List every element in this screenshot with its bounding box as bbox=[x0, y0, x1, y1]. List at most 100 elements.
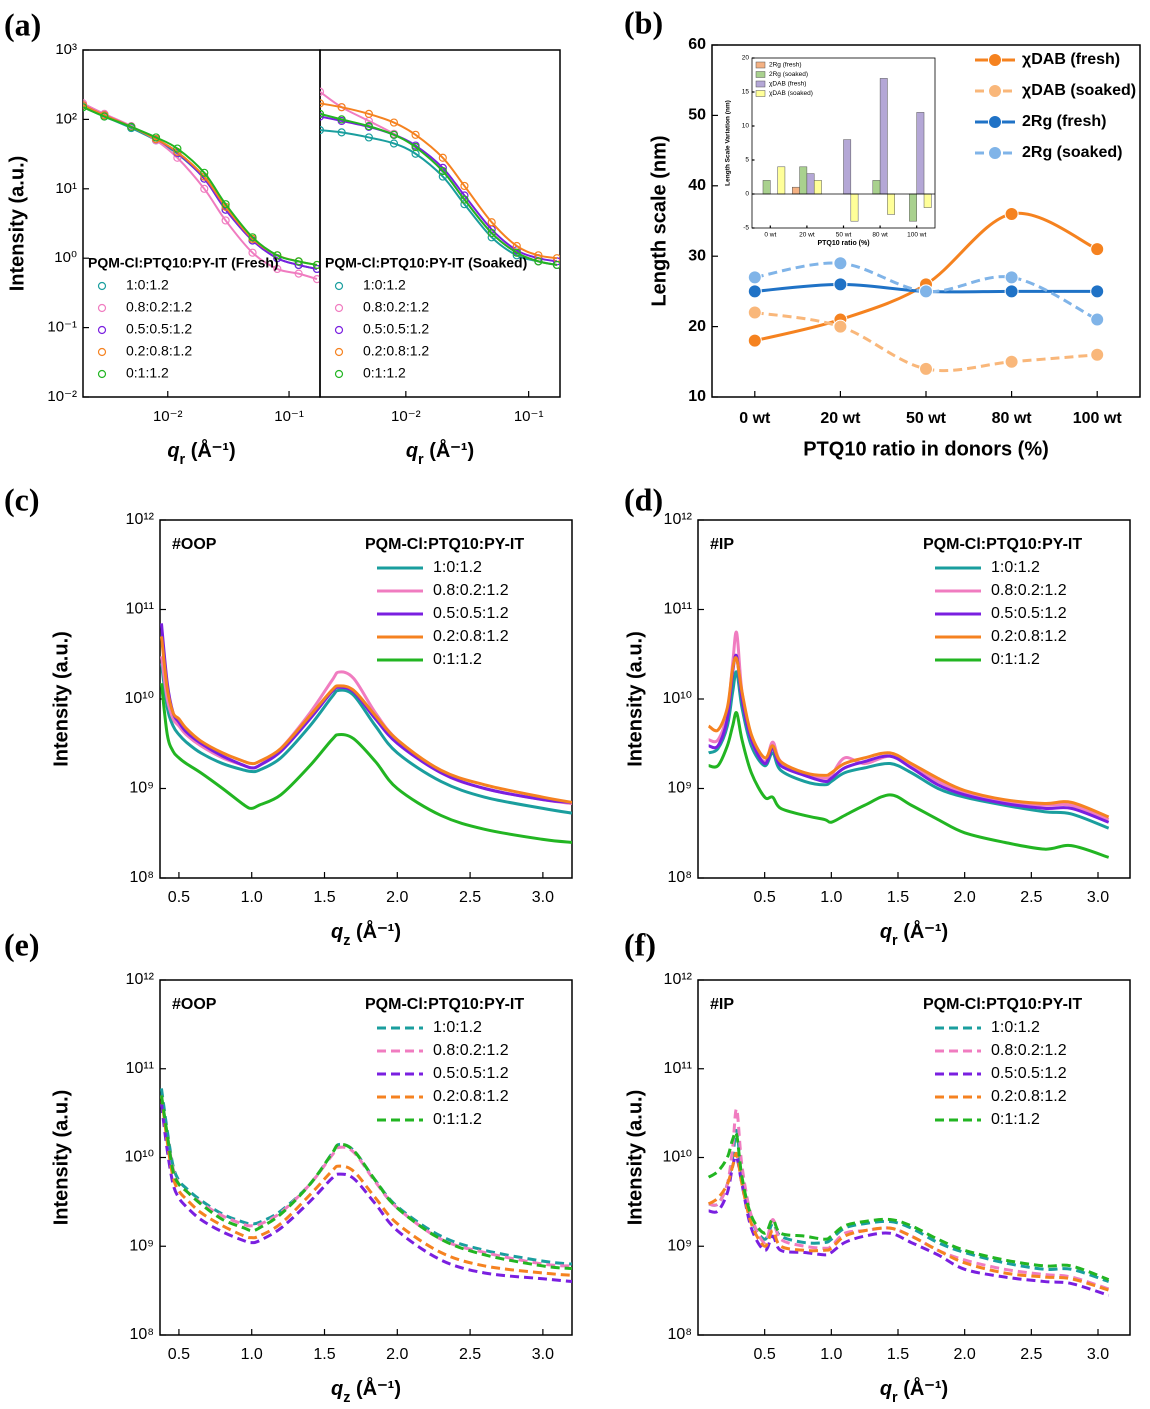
data-point bbox=[487, 228, 496, 238]
x-tick-label: 2.0 bbox=[386, 889, 408, 906]
y-tick-label: 10¹² bbox=[664, 511, 693, 528]
x-tick-label: 2.0 bbox=[386, 1346, 408, 1363]
y-tick-label: 40 bbox=[688, 177, 706, 194]
plot-area bbox=[160, 1088, 572, 1284]
legend-title: PQM-Cl:PTQ10:PY-IT bbox=[365, 536, 524, 553]
data-point bbox=[221, 216, 230, 225]
axis-label-part: (Å⁻¹) bbox=[898, 919, 949, 943]
y-tick-label: 10 bbox=[688, 388, 706, 405]
legend-marker bbox=[988, 146, 1002, 160]
bar bbox=[777, 166, 786, 195]
x-tick-label: 10⁻² bbox=[153, 408, 183, 425]
legend-label: 2Rg (fresh) bbox=[769, 62, 802, 69]
x-tick-label: 100 wt bbox=[1073, 410, 1123, 427]
data-line bbox=[160, 636, 572, 804]
legend-label: 0.5:0.5:1.2 bbox=[433, 605, 509, 622]
legend-label: 1:0:1.2 bbox=[433, 1019, 482, 1036]
legend-swatch bbox=[755, 61, 766, 69]
x-tick-label: 100 wt bbox=[907, 232, 926, 239]
plot-area bbox=[83, 99, 320, 284]
data-point bbox=[512, 248, 521, 257]
x-tick-label: 80 wt bbox=[872, 232, 888, 239]
y-tick-label: 50 bbox=[688, 107, 706, 124]
y-tick-label: 10¹⁰ bbox=[124, 1149, 154, 1166]
panel-label: (c) bbox=[4, 481, 40, 517]
legend-label: 0.5:0.5:1.2 bbox=[433, 1065, 509, 1082]
axis-label: Intensity (a.u.) bbox=[6, 156, 28, 292]
y-tick-label: 10⁹ bbox=[667, 1237, 692, 1254]
data-point bbox=[273, 251, 282, 260]
data-line bbox=[754, 261, 1098, 321]
data-line bbox=[707, 656, 1110, 819]
legend-label: 0.8:0.2:1.2 bbox=[433, 1042, 509, 1059]
y-tick-label: 10¹⁰ bbox=[662, 1149, 692, 1166]
legend-label: 0:1:1.2 bbox=[363, 365, 406, 381]
data-point bbox=[1004, 270, 1019, 285]
plot-area bbox=[752, 78, 935, 222]
legend-label: 0.5:0.5:1.2 bbox=[991, 605, 1067, 622]
data-point bbox=[173, 144, 182, 153]
legend-label: 0.2:0.8:1.2 bbox=[126, 343, 192, 359]
data-line bbox=[160, 1095, 572, 1271]
bar bbox=[799, 166, 808, 195]
legend-marker bbox=[97, 325, 107, 335]
legend-marker bbox=[334, 325, 344, 335]
annotation: #IP bbox=[710, 536, 734, 553]
legend-label: 2Rg (soaked) bbox=[769, 71, 808, 78]
x-tick-label: 2.5 bbox=[459, 1346, 481, 1363]
data-point bbox=[200, 168, 209, 177]
x-tick-label: 20 wt bbox=[799, 232, 815, 239]
x-tick-label: 1.0 bbox=[241, 1346, 263, 1363]
axis-label: Length Scale Variation (nm) bbox=[725, 100, 732, 186]
x-tick-label: 2.5 bbox=[1020, 1346, 1042, 1363]
legend-label: 2Rg (fresh) bbox=[1022, 113, 1106, 130]
bar bbox=[850, 193, 859, 222]
fit-line bbox=[83, 106, 318, 266]
data-point bbox=[100, 112, 109, 121]
x-tick-label: 2.5 bbox=[459, 889, 481, 906]
x-tick-label: 0.5 bbox=[754, 1346, 776, 1363]
legend-label: 0:1:1.2 bbox=[126, 365, 169, 381]
legend-label: 1:0:1.2 bbox=[433, 559, 482, 576]
data-point bbox=[487, 218, 496, 227]
y-tick-label: -5 bbox=[743, 225, 749, 232]
panel-label: (a) bbox=[4, 6, 41, 42]
data-line bbox=[708, 711, 1110, 859]
data-point bbox=[248, 233, 257, 242]
axis-label: qz (Å⁻¹) bbox=[331, 919, 401, 949]
legend-label: χDAB (fresh) bbox=[1022, 51, 1120, 68]
y-tick-label: 60 bbox=[688, 36, 706, 53]
axis-label-part: (Å⁻¹) bbox=[185, 438, 236, 462]
plot-area bbox=[747, 206, 1105, 376]
data-point bbox=[747, 333, 762, 348]
axis-label-part: q bbox=[331, 921, 343, 943]
plot-frame bbox=[319, 49, 561, 398]
legend-swatch bbox=[755, 90, 766, 97]
data-line bbox=[160, 1095, 572, 1268]
bar bbox=[843, 139, 852, 195]
data-point bbox=[320, 87, 325, 96]
y-tick-label: 10³ bbox=[55, 41, 77, 58]
data-point bbox=[747, 270, 762, 285]
legend-marker bbox=[988, 115, 1002, 129]
legend-marker bbox=[334, 347, 344, 357]
x-tick-label: 0.5 bbox=[168, 889, 190, 906]
axis-label-part: (Å⁻¹) bbox=[898, 1376, 949, 1400]
legend-label: 1:0:1.2 bbox=[126, 277, 169, 293]
axis-label: Intensity (a.u.) bbox=[624, 631, 646, 767]
x-tick-label: 2.5 bbox=[1020, 889, 1042, 906]
legend-label: χDAB (soaked) bbox=[769, 90, 813, 97]
data-line bbox=[160, 1095, 572, 1277]
data-point bbox=[248, 248, 257, 257]
data-line bbox=[707, 1151, 1110, 1292]
data-point bbox=[460, 195, 469, 204]
bar bbox=[813, 180, 822, 195]
legend-title: PQM-Cl:PTQ10:PY-IT (Soaked) bbox=[325, 255, 527, 271]
y-tick-label: 10⁸ bbox=[667, 1326, 692, 1343]
data-point bbox=[273, 264, 282, 274]
data-point bbox=[919, 361, 933, 376]
data-point bbox=[389, 130, 399, 139]
annotation: #OOP bbox=[172, 996, 217, 1013]
bar bbox=[762, 180, 771, 195]
